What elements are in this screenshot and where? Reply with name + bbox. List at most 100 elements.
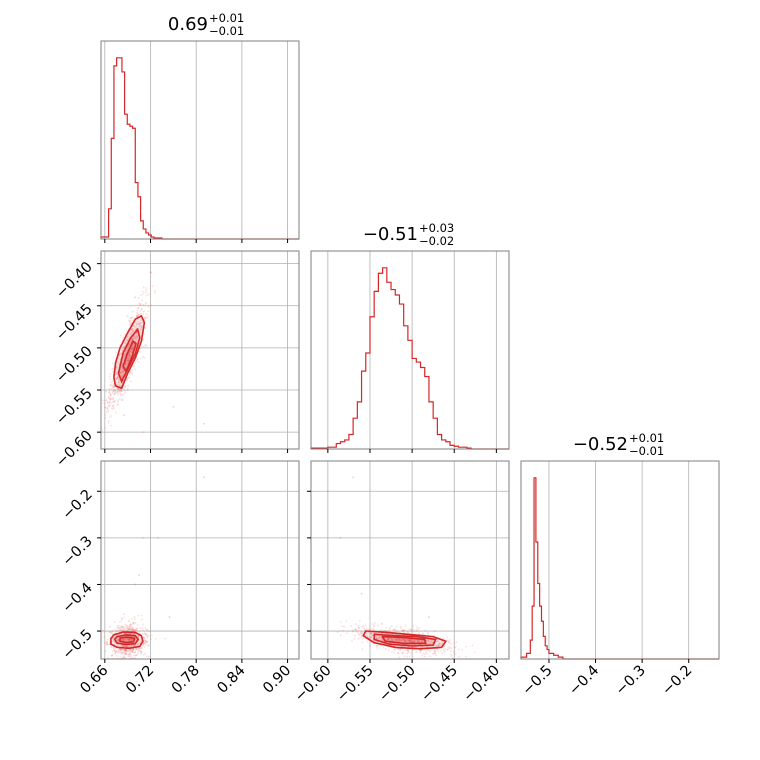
sample-point (120, 390, 123, 392)
sample-point (420, 650, 422, 652)
sample-point (117, 399, 120, 402)
sample-point (111, 638, 114, 640)
sample-point (424, 645, 426, 648)
sample-point (404, 624, 407, 627)
sample-point (403, 655, 406, 658)
sample-point (123, 638, 125, 641)
sample-point (129, 651, 131, 654)
panel-r2-c1: −0.60 −0.55 −0.50 −0.45 −0.40 (292, 460, 510, 706)
sample-point (151, 634, 153, 637)
sample-point (117, 638, 119, 641)
sample-point (128, 343, 131, 345)
sample-point (124, 638, 127, 641)
sample-point (145, 641, 148, 644)
sample-point (111, 630, 114, 633)
sample-point (441, 652, 444, 655)
sample-point (382, 629, 385, 632)
sample-point (114, 399, 116, 402)
sample-point (132, 621, 134, 624)
title-upper-error: +0.01 (629, 431, 664, 445)
sample-point (122, 388, 125, 391)
sample-point (130, 348, 133, 351)
sample-point (145, 634, 148, 636)
sample-point (121, 349, 124, 352)
sample-point (144, 640, 147, 643)
sample-point (433, 649, 436, 652)
sample-point (119, 392, 122, 395)
sample-point (129, 628, 132, 631)
x-tick-label: −0.5 (520, 663, 556, 699)
sample-point (132, 632, 135, 635)
sample-point (454, 646, 457, 648)
sample-point (114, 390, 117, 393)
sample-point (128, 650, 131, 653)
sample-point (126, 637, 128, 640)
sample-point (133, 317, 135, 319)
sample-point (420, 649, 423, 651)
sample-point (454, 653, 457, 656)
sample-point (447, 641, 450, 644)
sample-point (121, 366, 123, 369)
sample-point (377, 624, 379, 627)
sample-point (434, 650, 437, 653)
sample-point (358, 633, 360, 636)
sample-point (360, 633, 363, 636)
sample-point (389, 626, 392, 629)
sample-point (127, 339, 129, 341)
sample-point (147, 315, 149, 317)
sample-point (453, 642, 456, 645)
sample-point (435, 645, 438, 648)
sample-point (125, 342, 127, 345)
sample-point (112, 637, 115, 640)
sample-point (424, 653, 426, 656)
sample-point (365, 624, 367, 627)
sample-point (118, 383, 121, 386)
sample-point (129, 341, 132, 344)
sample-point (147, 655, 150, 658)
sample-point (421, 632, 424, 635)
sample-point (109, 394, 112, 397)
sample-point (132, 652, 135, 654)
sample-point (117, 629, 120, 632)
sample-point (110, 424, 112, 427)
sample-point (416, 640, 419, 643)
sample-point (125, 340, 128, 343)
sample-point (385, 626, 388, 629)
sample-point (116, 630, 119, 633)
sample-point (121, 629, 124, 631)
sample-point (117, 639, 120, 642)
sample-point (387, 649, 390, 652)
sample-point (410, 628, 413, 631)
sample-point (117, 403, 120, 406)
sample-point (129, 380, 132, 383)
sample-point (122, 346, 125, 348)
sample-point (447, 640, 450, 643)
sample-point (129, 624, 132, 627)
sample-point (394, 638, 397, 641)
sample-point (112, 386, 115, 389)
x-tick-label: −0.50 (376, 663, 419, 706)
sample-point (121, 648, 124, 651)
sample-point (106, 402, 109, 404)
sample-point (135, 638, 137, 641)
sample-point (125, 649, 128, 652)
sample-point (453, 646, 456, 649)
sample-point (131, 370, 133, 372)
sample-point (407, 648, 409, 651)
sample-point (431, 641, 433, 644)
sample-point (401, 629, 404, 631)
sample-point (142, 644, 144, 647)
sample-point (431, 641, 434, 644)
sample-point (125, 640, 128, 643)
sample-point (374, 640, 376, 643)
sample-point (357, 624, 360, 627)
sample-point (127, 628, 130, 631)
sample-point (101, 429, 104, 431)
sample-point (402, 638, 404, 641)
sample-point (402, 630, 404, 633)
sample-point (360, 631, 363, 634)
sample-point (121, 362, 124, 365)
sample-point (386, 638, 389, 641)
sample-point (113, 392, 116, 395)
sample-point (434, 651, 437, 654)
